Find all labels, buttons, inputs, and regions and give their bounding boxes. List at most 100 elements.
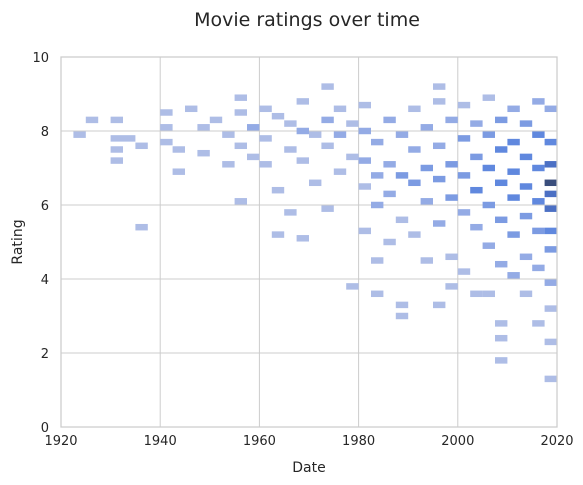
histogram-cell [333, 105, 347, 113]
histogram-cell [110, 116, 123, 124]
histogram-cell [383, 161, 396, 168]
histogram-cell [284, 209, 297, 216]
y-tick-labels: 0 2 4 6 8 10 [32, 51, 49, 436]
histogram-cell [358, 157, 371, 164]
histogram-cell [507, 231, 520, 238]
histogram-cell [519, 183, 533, 190]
histogram-cell [532, 227, 545, 235]
histogram-cell [321, 116, 334, 124]
histogram-cell [495, 320, 508, 327]
histogram-cell [383, 116, 396, 124]
histogram-cell [160, 124, 173, 131]
grid-lines [60, 56, 558, 428]
histogram-cell [408, 146, 421, 153]
histogram-cell [73, 131, 86, 138]
histogram-cell [85, 116, 99, 124]
histogram-cell [482, 131, 495, 138]
histogram-cell [271, 112, 285, 120]
histogram-cell [110, 135, 123, 142]
histogram-cell [271, 231, 285, 238]
histogram-cell [519, 212, 533, 220]
histogram-cell [519, 290, 533, 298]
histogram-cell [470, 290, 483, 298]
histogram-cell [259, 161, 272, 168]
histogram-cell [234, 109, 247, 116]
histogram-cell [135, 142, 148, 150]
histogram-cell [433, 83, 446, 90]
histogram-cell [519, 120, 533, 127]
histogram-cell [433, 220, 446, 227]
histogram-cell [495, 334, 508, 342]
histogram-cell [197, 124, 210, 131]
histogram-cell [395, 301, 409, 309]
histogram-cell [495, 179, 508, 187]
histogram-cell [495, 146, 508, 153]
x-axis-label: Date [292, 460, 325, 476]
histogram-cell [532, 264, 545, 272]
histogram-cell [358, 227, 371, 235]
y-tick-label: 0 [41, 421, 49, 436]
histogram-cell [296, 157, 309, 164]
histogram-cell [160, 138, 173, 146]
histogram-cell [544, 205, 557, 212]
histogram-cell [532, 320, 545, 327]
histogram-cell [309, 179, 322, 187]
histogram-cell [470, 186, 483, 194]
histogram-cell [482, 94, 495, 101]
histogram-cell [445, 283, 458, 290]
y-tick-label: 6 [41, 199, 49, 214]
histogram-cell [408, 231, 421, 238]
histogram-cell [470, 120, 483, 127]
histogram-cell [284, 146, 297, 153]
histogram-cell [507, 105, 520, 113]
histogram-cell [172, 146, 185, 153]
histogram-cell [433, 175, 446, 183]
histogram-cell [519, 153, 533, 161]
histogram-cell [222, 131, 235, 138]
histogram-cell [457, 268, 471, 275]
histogram-cell [333, 168, 347, 175]
histogram-cell [457, 172, 471, 179]
histogram-cell [495, 116, 508, 124]
histogram-cell [420, 164, 433, 172]
y-tick-label: 2 [41, 347, 49, 362]
histogram-cell [247, 124, 260, 131]
histogram-cell [470, 153, 483, 161]
histogram-cell [544, 279, 557, 286]
chart-title: Movie ratings over time [194, 9, 420, 31]
histogram-cell [470, 223, 483, 231]
histogram-cell [433, 301, 446, 309]
histogram-cell [222, 161, 235, 168]
histogram-cell [110, 146, 123, 153]
histogram-cell [395, 172, 409, 179]
histogram-cell [383, 190, 396, 198]
x-tick-label: 1980 [342, 434, 375, 449]
histogram-cell [321, 205, 334, 212]
histogram-cell [507, 194, 520, 201]
histogram-cell [544, 305, 557, 312]
y-tick-label: 4 [41, 273, 49, 288]
histogram-cell [507, 272, 520, 279]
x-tick-label: 2020 [540, 434, 573, 449]
x-tick-label: 1960 [243, 434, 276, 449]
histogram-cell [482, 290, 495, 298]
histogram-cell [321, 142, 334, 150]
histogram-cell [371, 257, 384, 264]
histogram-cell [383, 238, 396, 246]
histogram-cell [420, 124, 433, 131]
histogram-cell [532, 164, 545, 172]
x-tick-labels: 1920 1940 1960 1980 2000 2020 [44, 434, 573, 449]
histogram-cell [395, 131, 409, 138]
histogram-cell [371, 172, 384, 179]
histogram-cell [532, 198, 545, 205]
histogram-cell [197, 149, 210, 157]
histogram-cell [544, 161, 557, 168]
histogram-cell [259, 105, 272, 113]
histogram-cell [544, 138, 557, 146]
histogram-cell [371, 201, 384, 209]
histogram-cell [544, 190, 557, 198]
histogram-cell [495, 357, 508, 364]
histogram-cell [445, 253, 458, 261]
histogram-cell [544, 375, 557, 383]
plot-frame [60, 56, 558, 428]
